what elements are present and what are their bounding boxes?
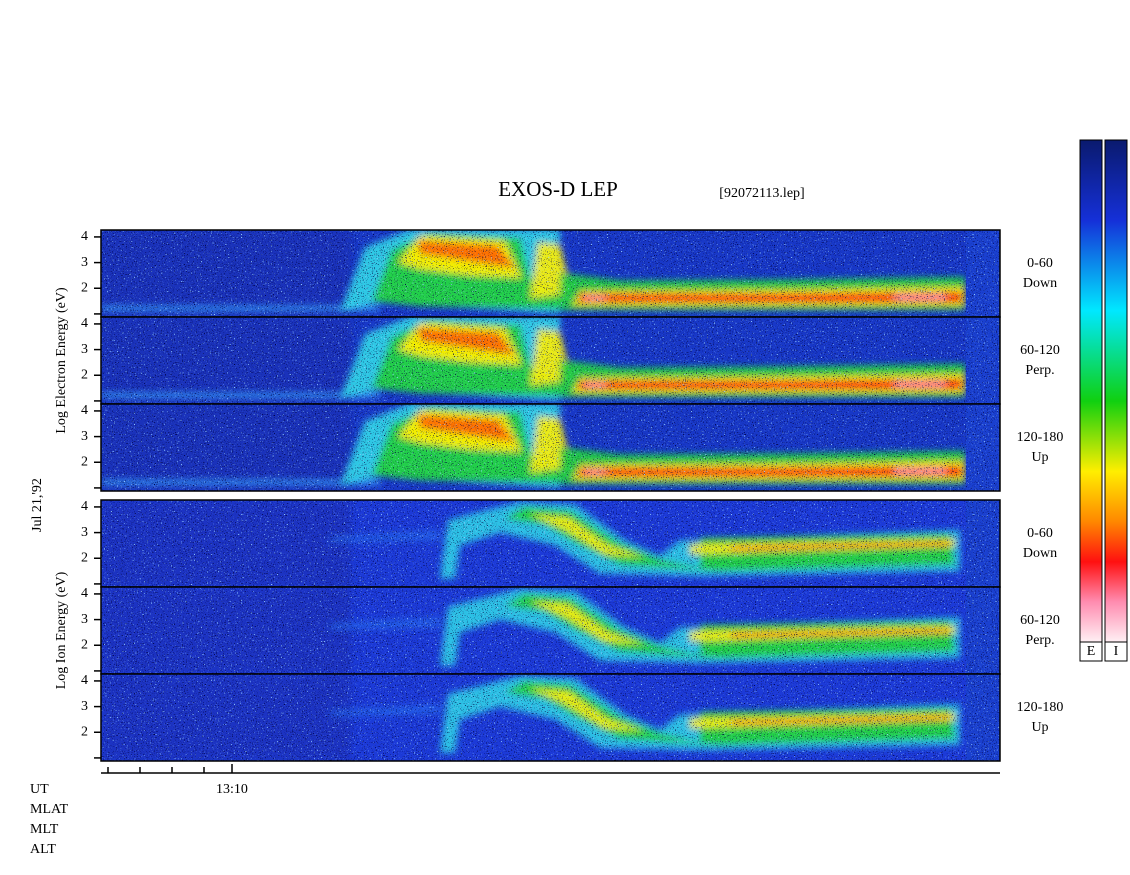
speckle — [101, 587, 1000, 674]
y-tick-label: 2 — [81, 550, 88, 565]
group-label: Log Electron Energy (eV) — [54, 287, 69, 434]
spectrogram — [101, 317, 1000, 404]
speckle — [101, 674, 1000, 761]
angle-label: 60-120 — [1020, 613, 1060, 628]
y-tick-label: 2 — [81, 637, 88, 652]
y-tick-label: 3 — [81, 525, 88, 540]
direction-label: Perp. — [1025, 363, 1054, 378]
angle-label: 0-60 — [1027, 256, 1053, 271]
group-label: Log Ion Energy (eV) — [54, 571, 69, 689]
colorbar-label-box — [1104, 641, 1128, 662]
y-tick-label: 2 — [81, 280, 88, 295]
title: EXOS-D LEP — [498, 177, 618, 201]
y-tick-label: 3 — [81, 429, 88, 444]
angle-label: 60-120 — [1020, 343, 1060, 358]
colorbar-label: E — [1087, 644, 1096, 659]
y-tick-label: 4 — [81, 316, 88, 331]
spectrogram — [101, 230, 1000, 317]
row-label: MLAT — [30, 802, 69, 817]
y-tick-label: 4 — [81, 673, 88, 688]
y-tick-label: 4 — [81, 229, 88, 244]
speckle — [101, 404, 1000, 491]
row-label: ALT — [30, 842, 56, 857]
angle-label: 120-180 — [1017, 700, 1064, 715]
y-tick-label: 2 — [81, 724, 88, 739]
y-tick-label: 3 — [81, 699, 88, 714]
speckle — [101, 500, 1000, 587]
y-tick-label: 2 — [81, 367, 88, 382]
colorbar — [1079, 139, 1103, 643]
spectrogram — [101, 674, 1000, 761]
spectrogram — [101, 500, 1000, 587]
time-tick-label: 13:10 — [216, 782, 248, 797]
y-tick-label: 3 — [81, 255, 88, 270]
colorbar — [1104, 139, 1128, 643]
colorbar-label: I — [1114, 644, 1119, 659]
direction-label: Down — [1023, 276, 1057, 291]
y-tick-label: 4 — [81, 499, 88, 514]
spectrogram — [101, 587, 1000, 674]
y-tick-label: 4 — [81, 403, 88, 418]
direction-label: Up — [1031, 720, 1048, 735]
direction-label: Up — [1031, 450, 1048, 465]
row-label: UT — [30, 782, 49, 797]
colorbar-label-box — [1079, 641, 1103, 662]
date-label: Jul 21,'92 — [30, 478, 45, 532]
panel-frame — [100, 403, 1001, 492]
direction-label: Down — [1023, 546, 1057, 561]
angle-label: 120-180 — [1017, 430, 1064, 445]
spectrogram — [101, 404, 1000, 491]
y-tick-label: 2 — [81, 454, 88, 469]
file-name: [92072113.lep] — [719, 186, 804, 201]
speckle — [101, 317, 1000, 404]
row-label: MLT — [30, 822, 59, 837]
y-tick-label: 4 — [81, 586, 88, 601]
y-tick-label: 3 — [81, 612, 88, 627]
direction-label: Perp. — [1025, 633, 1054, 648]
y-tick-label: 3 — [81, 342, 88, 357]
panel-frame — [100, 673, 1001, 762]
angle-label: 0-60 — [1027, 526, 1053, 541]
speckle — [101, 230, 1000, 317]
